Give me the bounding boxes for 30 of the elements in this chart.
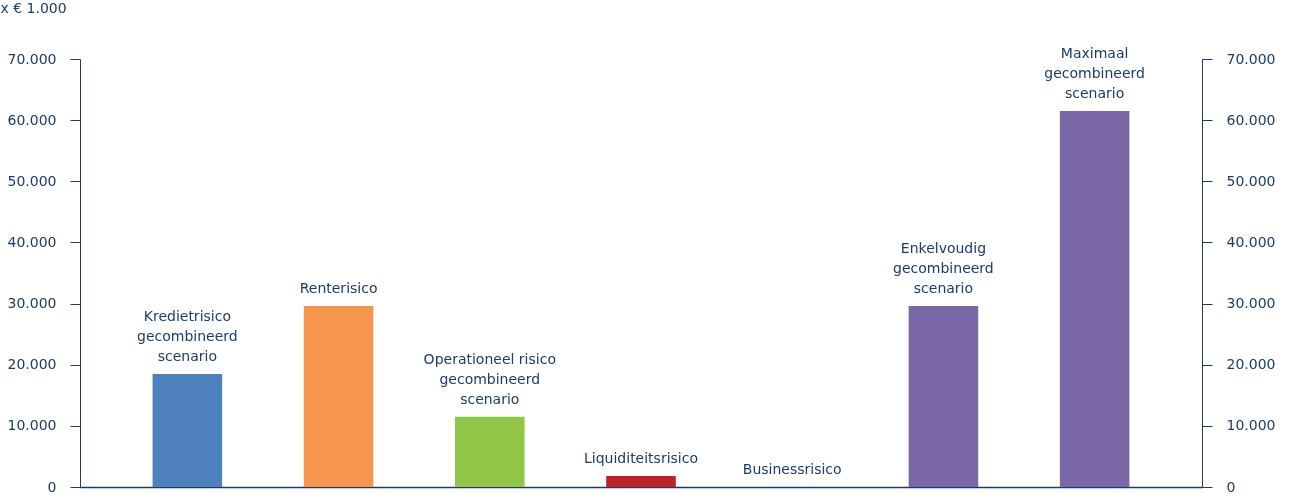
bar [606,475,676,487]
x-tick-label: Kredietrisico gecombineerd scenario [137,307,238,364]
bar [908,306,979,487]
y2-tick-label: 40.000 [1226,233,1276,250]
y-axis-title: x € 1.000 [0,0,67,16]
y-tick-label: 20.000 [7,356,57,373]
bar [1059,110,1130,487]
y2-tick-label: 20.000 [1226,356,1276,373]
y2-tick-label: 50.000 [1226,172,1276,189]
bar [152,373,223,487]
y2-tick-label: 70.000 [1226,50,1276,67]
y2-tick-label: 30.000 [1226,295,1276,312]
y-tick-label: 60.000 [7,111,57,128]
y-tick-label: 30.000 [7,295,57,312]
y-tick-label: 40.000 [7,233,57,250]
bar [455,416,525,487]
bar [303,306,374,487]
x-tick-label: Liquiditeitsrisico [584,449,698,466]
y2-tick-label: 10.000 [1226,417,1276,434]
x-tick-label: Renterisico [299,280,378,297]
y-tick-label: 70.000 [7,50,57,67]
y-tick-label: 50.000 [7,172,57,189]
y-tick-label: 0 [47,478,57,495]
x-tick-label: Businessrisico [742,461,842,477]
x-tick-label: Enkelvoudig gecombineerd scenario [893,240,994,297]
y2-tick-label: 0 [1226,478,1236,495]
y2-tick-label: 60.000 [1226,111,1276,128]
x-tick-label: Operationeel risico gecombineerd scenario [423,350,556,407]
y-tick-label: 10.000 [7,417,57,434]
x-tick-label: Maximaal gecombineerd scenario [1044,44,1145,101]
